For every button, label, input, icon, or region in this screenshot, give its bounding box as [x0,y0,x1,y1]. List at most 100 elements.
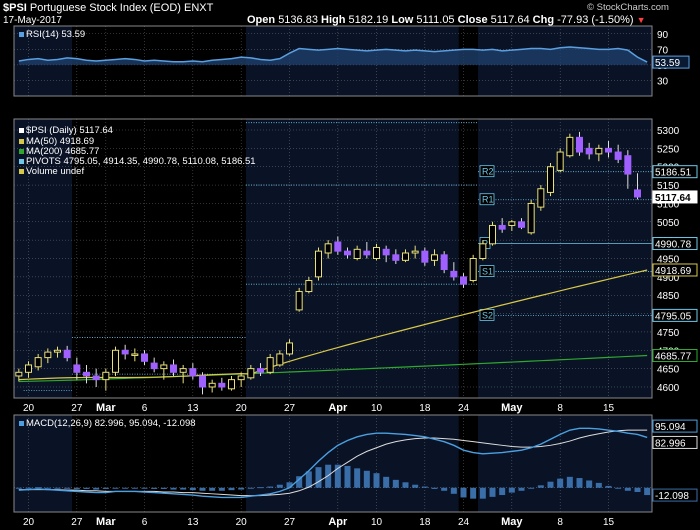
macd-hist-bar [634,487,641,492]
macd-hist-bar [93,487,100,490]
candle-up [266,357,274,373]
candle-up [402,252,409,261]
price-y-label: 4950 [657,255,680,266]
candle-up [566,136,574,157]
x-tick-label: 24 [458,403,470,414]
down-arrow-icon: ▼ [636,15,646,25]
macd-hist-bar [518,487,525,491]
candle-down [189,368,197,377]
panel-frames [13,25,653,513]
macd-hist-bar [25,487,32,489]
macd-hist-bar [160,487,167,489]
macd-hist-bar [537,485,544,488]
macd-hist-bar [383,476,390,488]
watermark: © StockCharts.com [587,2,669,13]
price-y-label: 5050 [657,218,680,229]
macd-tag-box [652,435,698,449]
x-tick-label: 10 [371,403,383,414]
ohlc-readout: Open 5136.83 High 5182.19 Low 5111.05 Cl… [247,14,646,26]
price-y-label: 4600 [657,383,680,394]
price-legend-text: $PSI (Daily) 5117.64 [26,125,113,136]
macd-tag: -12.098 [655,491,689,502]
macd-hist-bar [228,487,235,491]
candle-up [54,349,61,353]
chg-label: Chg [532,14,555,26]
price-tag: 4685.77 [655,352,692,363]
price-y-label: 5250 [657,144,680,155]
macd-hist-bar [238,487,245,490]
x-tick-label-bottom: 24 [458,517,470,528]
x-tick-label-bottom: 15 [603,517,615,528]
candle-up [247,368,255,379]
candle-down [363,250,371,256]
candle-up [469,258,477,282]
open-label: Open [247,14,276,26]
macd-hist-bar [489,487,496,497]
volume-swatch [19,168,24,174]
candle-down [218,382,226,388]
price-tag-box [652,263,698,277]
macd-hist-bar [296,476,303,488]
rsi-legend: RSI(14) 53.59 [19,29,85,40]
price-tag: 4990.78 [655,240,692,251]
candle-up [228,379,235,390]
rsi-panel [18,46,648,65]
panel-frame-1 [13,118,653,399]
price-y-label: 5150 [657,181,680,192]
price-tag-box [652,237,698,251]
candle-up [315,250,322,278]
candle-down [141,353,148,362]
candle-up [411,250,419,254]
ma50-legend-text: MA(50) 4918.69 [26,136,95,147]
panel-frame-2 [13,414,653,513]
open-value: 5136.83 [278,14,318,26]
pivot-tag-box-s1 [479,265,495,277]
macd-hist-bar [363,470,370,488]
candle-down [92,375,100,381]
candle-down [73,364,81,373]
macd-hist-bar [595,482,602,488]
macd-hist-bar [247,487,254,489]
candle-down [170,364,177,373]
price-tag-box [652,190,698,204]
pivot-tag-s1: S1 [482,267,493,277]
x-tick-label-bottom: Apr [328,516,348,528]
exchange: ENXT [184,2,214,14]
x-tick-label: Apr [328,402,348,414]
rsi-y-label: 90 [657,30,669,41]
candle-down [498,224,506,230]
candle-up [479,243,487,260]
macd-hist-bar [44,487,51,489]
candle-up [489,224,496,245]
candle-up [431,254,438,261]
candle-up [305,280,313,293]
high-label: High [321,14,346,26]
macd-hist-bar [508,487,515,493]
macd-hist-bar [431,487,438,489]
macd-hist-bar [605,485,612,488]
candle-up [556,151,564,171]
macd-hist-bar [450,487,457,494]
ma200-legend-text: MA(200) 4685.77 [26,146,100,157]
candle-up [25,364,32,373]
macd-hist-bar [334,464,341,488]
close-value: 5117.64 [490,14,530,26]
macd-panel [15,427,651,499]
macd-hist-bar [267,486,274,488]
candle-down [334,241,342,252]
x-tick-label-bottom: 20 [23,517,35,528]
rsi-legend-text: RSI(14) 53.59 [26,29,86,40]
pivot-tag-r2: R2 [482,167,494,177]
macd-hist-bar [460,487,467,498]
rsi-fill [18,47,648,65]
macd-hist-bar [257,487,264,489]
price-legend: $PSI (Daily) 5117.64 [19,125,113,136]
macd-hist-bar [624,487,631,491]
x-tick-label: 8 [557,403,563,414]
x-tick-label: Mar [96,402,116,414]
shade-band-2-2 [478,415,652,512]
candle-down [392,254,400,261]
x-tick-label: 20 [23,403,35,414]
x-tick-label-bottom: 13 [187,517,199,528]
candle-up [527,202,535,234]
